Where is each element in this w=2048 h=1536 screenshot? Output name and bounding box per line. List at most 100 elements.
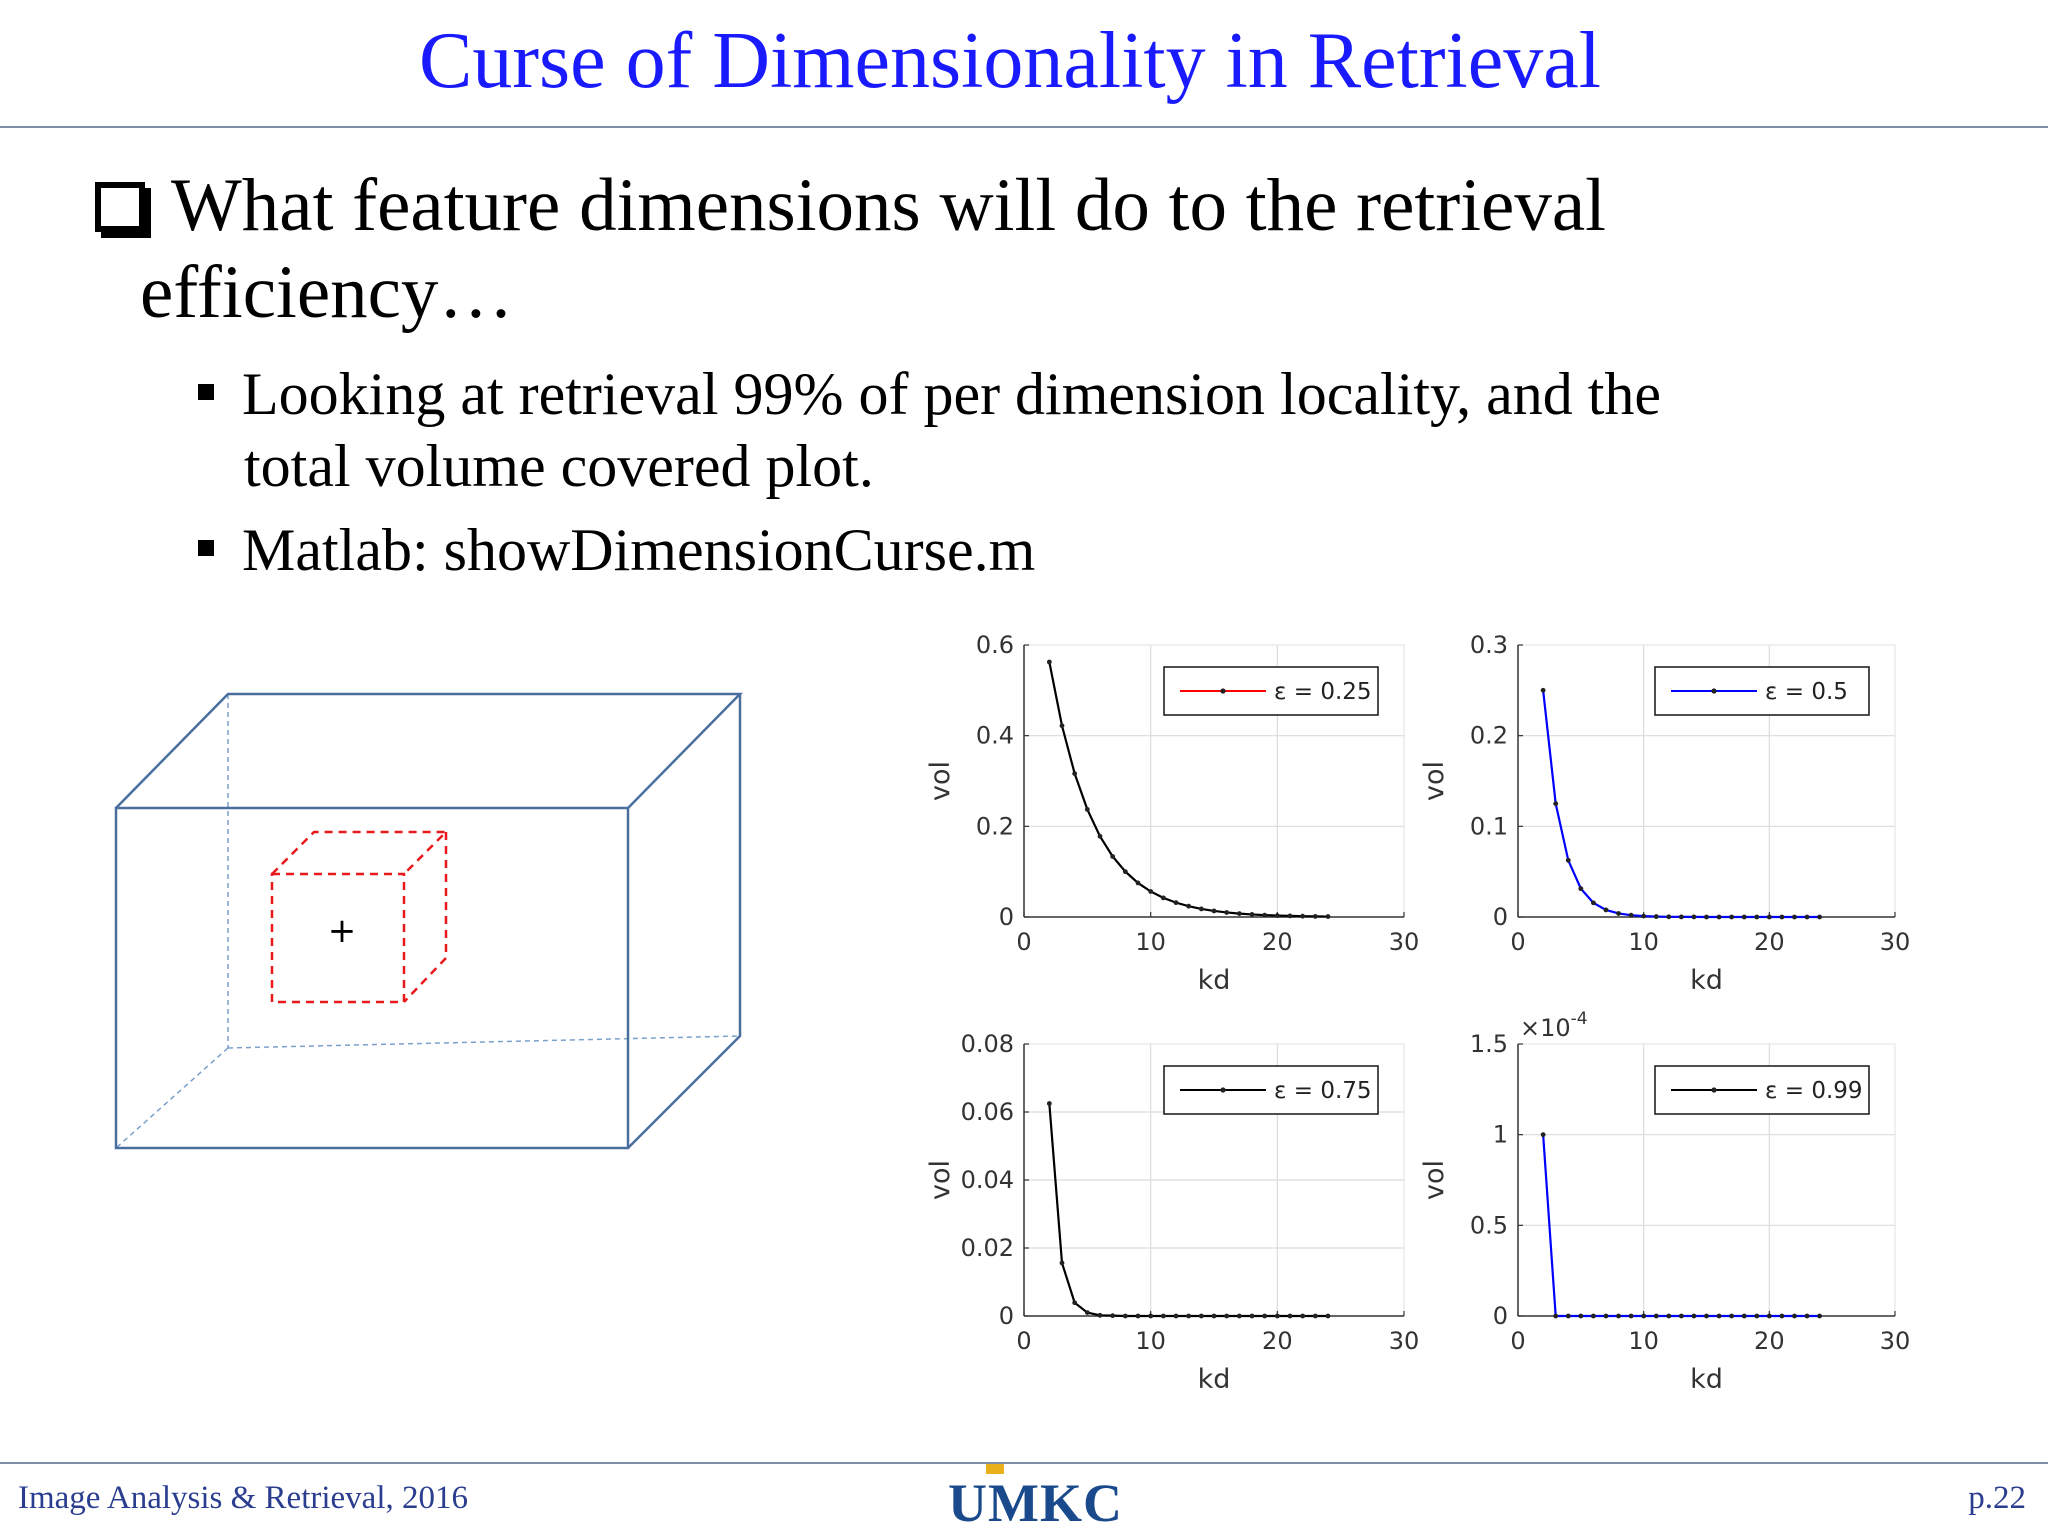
- x-tick-label: 10: [1135, 928, 1166, 956]
- data-point: [1312, 1313, 1318, 1319]
- data-point: [1591, 1313, 1596, 1319]
- y-tick-label: 0.2: [976, 812, 1014, 840]
- data-point: [1616, 1313, 1621, 1319]
- square-bullet-icon: [198, 540, 214, 556]
- data-point: [1287, 913, 1293, 919]
- x-tick-label: 10: [1628, 1327, 1659, 1355]
- data-point: [1249, 1313, 1255, 1319]
- y-tick-label: 0.2: [1470, 722, 1508, 750]
- data-point: [1804, 1313, 1810, 1319]
- data-point: [1224, 910, 1230, 915]
- y-tick-label: 0.5: [1470, 1211, 1508, 1239]
- data-point: [1046, 659, 1052, 665]
- y-tick-label: 1.5: [1470, 1030, 1508, 1058]
- data-point: [1804, 914, 1810, 920]
- data-point: [1817, 1313, 1822, 1319]
- data-point: [1097, 1312, 1103, 1318]
- footer-divider: [0, 1462, 2048, 1464]
- data-point: [1059, 1260, 1065, 1266]
- data-point: [1729, 914, 1735, 920]
- data-point: [1110, 1313, 1116, 1319]
- footer-course-label: Image Analysis & Retrieval, 2016: [18, 1480, 468, 1516]
- legend-label: ε = 0.75: [1274, 1078, 1372, 1104]
- data-point: [1160, 895, 1166, 901]
- y-tick-label: 0: [999, 1302, 1014, 1330]
- x-tick-label: 30: [1880, 1327, 1911, 1355]
- data-point: [1300, 913, 1306, 919]
- x-tick-label: 20: [1754, 1327, 1785, 1355]
- x-tick-label: 0: [1016, 928, 1031, 956]
- y-tick-label: 0: [1493, 1302, 1508, 1330]
- main-bullet: What feature dimensions will do to the r…: [95, 162, 1606, 250]
- data-point: [1186, 903, 1192, 909]
- legend-marker: [1711, 688, 1717, 694]
- data-point: [1540, 687, 1546, 693]
- data-point: [1792, 914, 1797, 920]
- inner-cube-side: [403, 832, 448, 1003]
- x-tick-label: 0: [1510, 1327, 1525, 1355]
- cube-hidden-edge: [227, 1035, 741, 1049]
- x-tick-label: 30: [1389, 928, 1420, 956]
- cube-diagram: +: [114, 692, 743, 1150]
- y-multiplier-exponent: -4: [1571, 1009, 1588, 1029]
- data-point: [1766, 914, 1772, 920]
- data-point: [1072, 1300, 1078, 1306]
- y-tick-label: 0.06: [961, 1098, 1014, 1126]
- plot-panel-3: 0 10 20 30 0 0.02 0.04 0.06 0.08 kd vol ε = 0.75: [925, 1030, 1419, 1395]
- data-point: [1084, 807, 1090, 812]
- data-point: [1641, 913, 1647, 919]
- x-tick-label: 10: [1135, 1327, 1166, 1355]
- data-point: [1274, 913, 1280, 918]
- plot-panel-2: 0 10 20 30 0 0.1 0.2 0.3 kd vol ε = 0.5: [1419, 631, 1910, 996]
- x-axis-label: kd: [1198, 1364, 1231, 1395]
- plot-box: [1517, 644, 1896, 918]
- data-point: [1578, 1313, 1584, 1319]
- data-point: [1110, 854, 1116, 859]
- sub-bullet-2-text: Matlab: showDimensionCurse.m: [242, 517, 1036, 583]
- data-point: [1591, 900, 1596, 906]
- data-point: [1704, 1313, 1709, 1319]
- data-point: [1779, 914, 1785, 920]
- data-point: [1565, 857, 1571, 863]
- plot-area: [1024, 645, 1404, 917]
- page-title: Curse of Dimensionality in Retrieval: [419, 17, 1601, 105]
- y-tick-label: 0.3: [1470, 631, 1508, 659]
- y-tick-label: 1: [1493, 1121, 1508, 1149]
- data-point: [1148, 1313, 1154, 1319]
- data-point: [1262, 1313, 1268, 1319]
- data-point: [1678, 914, 1684, 920]
- data-point: [1249, 912, 1255, 917]
- cube-hidden-edge: [115, 1047, 229, 1149]
- data-point: [1741, 1313, 1747, 1319]
- plot-panel-4: 0 10 20 30 0 0.5 1 1.5 kd vol ×10-4 ε = 0.99: [1419, 1009, 1910, 1395]
- plot-box: [1023, 1043, 1405, 1317]
- x-tick-label: 20: [1262, 928, 1293, 956]
- data-point: [1186, 1313, 1192, 1319]
- data-point: [1628, 1313, 1634, 1319]
- y-tick-label: 0.1: [1470, 812, 1508, 840]
- x-tick-label: 30: [1389, 1327, 1420, 1355]
- data-point: [1173, 900, 1179, 906]
- plot-area: [1518, 1044, 1895, 1316]
- main-bullet-line1: What feature dimensions will do to the r…: [171, 164, 1606, 247]
- sub-bullet-1: Looking at retrieval 99% of per dimensio…: [198, 360, 1661, 429]
- y-tick-label: 0.04: [961, 1166, 1014, 1194]
- data-point: [1704, 914, 1709, 920]
- data-point: [1716, 1313, 1722, 1319]
- legend-label: ε = 0.25: [1274, 679, 1372, 705]
- title-divider: [0, 126, 2048, 128]
- data-point: [1236, 911, 1242, 916]
- data-point: [1211, 1313, 1217, 1319]
- x-axis-label: kd: [1690, 965, 1723, 996]
- data-point: [1135, 880, 1141, 886]
- data-point: [1754, 1313, 1760, 1319]
- series-line: [1048, 661, 1329, 918]
- data-point: [1641, 1313, 1647, 1319]
- data-point: [1729, 1313, 1735, 1319]
- plot-area: [1518, 645, 1895, 917]
- legend-box: [1654, 1065, 1870, 1115]
- data-point: [1198, 1313, 1204, 1319]
- data-point: [1236, 1313, 1242, 1319]
- series-line: [1048, 1103, 1328, 1318]
- umkc-logo: UMKC: [948, 1464, 1123, 1534]
